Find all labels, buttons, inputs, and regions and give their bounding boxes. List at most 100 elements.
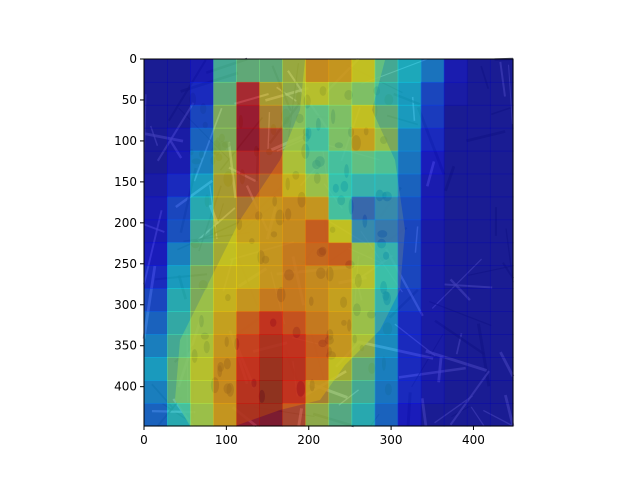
- heatmap-cell: [443, 357, 468, 381]
- heatmap-cell: [443, 196, 468, 221]
- heatmap-cell: [236, 334, 260, 358]
- heatmap-cell: [397, 288, 422, 312]
- heatmap-cell: [328, 334, 353, 358]
- heatmap-cell: [259, 265, 283, 289]
- heatmap-cell: [144, 288, 168, 312]
- heatmap-cell: [236, 104, 260, 129]
- heatmap-cell: [443, 311, 468, 335]
- heatmap-cell: [489, 288, 514, 312]
- x-tick-label: 200: [297, 433, 320, 447]
- heatmap-cell: [259, 380, 283, 404]
- heatmap-cell: [489, 334, 514, 358]
- x-axis: 0 100 200 300 400: [140, 426, 485, 447]
- heatmap-cell: [420, 265, 445, 289]
- heatmap-cell: [374, 242, 399, 267]
- heatmap-cell: [397, 334, 422, 358]
- plot-area: [142, 57, 515, 428]
- heatmap-cell: [236, 173, 260, 198]
- heatmap-cell: [351, 150, 376, 175]
- heatmap-cell: [489, 311, 514, 335]
- heatmap-cell: [282, 219, 307, 244]
- heatmap-cell: [443, 334, 468, 358]
- heatmap-cell: [397, 173, 422, 198]
- heatmap-cell: [259, 311, 283, 335]
- heatmap-cell: [259, 288, 283, 312]
- y-tick-label: 200: [114, 216, 137, 230]
- heatmap-cell: [489, 196, 514, 221]
- heatmap-cell: [374, 127, 399, 152]
- heatmap-cell: [374, 288, 399, 312]
- heatmap-cell: [144, 334, 168, 358]
- heatmap-cell: [259, 104, 283, 129]
- heatmap-cell: [236, 288, 260, 312]
- heatmap-cell: [282, 242, 307, 267]
- heatmap-cell: [213, 242, 237, 267]
- heatmap-cell: [351, 357, 376, 381]
- heatmap-cell: [305, 81, 330, 106]
- heatmap-cell: [489, 173, 514, 198]
- heatmap-cell: [443, 150, 468, 175]
- heatmap-cell: [282, 311, 307, 335]
- heatmap-cell: [374, 311, 399, 335]
- heatmap-cell: [167, 104, 191, 129]
- heatmap-cell: [420, 150, 445, 175]
- heatmap-cell: [374, 357, 399, 381]
- heatmap-cell: [328, 288, 353, 312]
- y-tick-label: 150: [114, 175, 137, 189]
- heatmap-cell: [282, 59, 307, 83]
- heatmap-cell: [420, 173, 445, 198]
- heatmap-cell: [374, 380, 399, 404]
- heatmap-cell: [282, 357, 307, 381]
- heatmap-cell: [144, 59, 168, 83]
- heatmap-cell: [259, 81, 283, 106]
- heatmap-cell: [466, 403, 491, 427]
- heatmap-cell: [213, 219, 237, 244]
- heatmap-cell: [466, 357, 491, 381]
- heatmap-cell: [236, 127, 260, 152]
- heatmap-cell: [374, 334, 399, 358]
- heatmap-cell: [443, 380, 468, 404]
- heatmap-cell: [420, 357, 445, 381]
- heatmap-cell: [443, 173, 468, 198]
- heatmap-cell: [374, 150, 399, 175]
- heatmap-cell: [236, 265, 260, 289]
- heatmap-cell: [466, 127, 491, 152]
- heatmap-cell: [328, 196, 353, 221]
- heatmap-cell: [443, 59, 468, 83]
- heatmap-cell: [443, 127, 468, 152]
- heatmap-cell: [190, 288, 214, 312]
- heatmap-cell: [489, 150, 514, 175]
- heatmap-cell: [305, 196, 330, 221]
- heatmap-cell: [167, 59, 191, 83]
- heatmap-cell: [420, 334, 445, 358]
- heatmap-cell: [489, 59, 514, 83]
- heatmap-cell: [144, 150, 168, 175]
- heatmap-cell: [305, 311, 330, 335]
- heatmap-cell: [420, 288, 445, 312]
- heatmap-cell: [305, 104, 330, 129]
- heatmap-cell: [259, 219, 283, 244]
- heatmap-cell: [167, 311, 191, 335]
- heatmap-cell: [213, 104, 237, 129]
- heatmap-cell: [351, 334, 376, 358]
- heatmap-cell: [167, 380, 191, 404]
- heatmap-cell: [236, 357, 260, 381]
- heatmap-cell: [420, 380, 445, 404]
- heatmap-cell: [236, 196, 260, 221]
- heatmap-cell: [236, 150, 260, 175]
- heatmap-cell: [236, 403, 260, 427]
- heatmap-cell: [236, 380, 260, 404]
- heatmap-cell: [167, 265, 191, 289]
- heatmap-cell: [305, 288, 330, 312]
- heatmap-cell: [328, 219, 353, 244]
- heatmap-cell: [282, 403, 307, 427]
- heatmap-cell: [328, 127, 353, 152]
- heatmap-cell: [351, 242, 376, 267]
- heatmap-cell: [489, 104, 514, 129]
- heatmap-cell: [397, 242, 422, 267]
- heatmap-cell: [213, 150, 237, 175]
- heatmap-cell: [374, 81, 399, 106]
- heatmap-cell: [167, 219, 191, 244]
- heatmap-cell: [466, 380, 491, 404]
